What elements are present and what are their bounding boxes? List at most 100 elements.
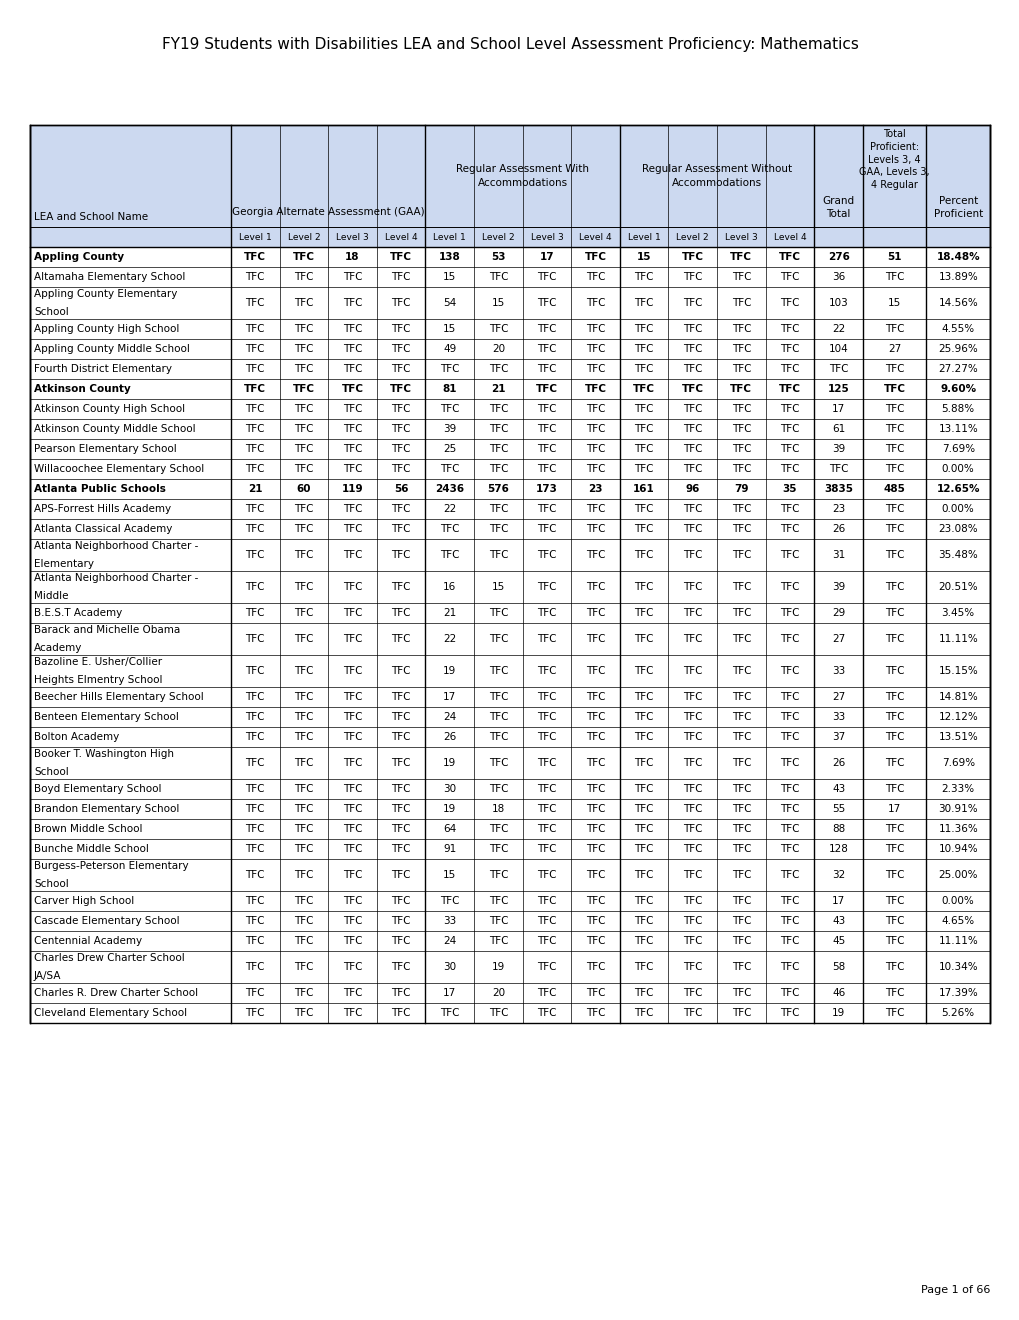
Text: TFC: TFC <box>246 733 265 742</box>
Text: TFC: TFC <box>731 404 750 414</box>
Text: Level 3: Level 3 <box>336 232 369 242</box>
Bar <box>30 399 989 418</box>
Text: Level 2: Level 2 <box>287 232 320 242</box>
Text: 30: 30 <box>442 784 455 795</box>
Text: 33: 33 <box>442 916 455 927</box>
Text: TFC: TFC <box>780 424 799 434</box>
Text: TFC: TFC <box>391 733 411 742</box>
Text: TFC: TFC <box>780 364 799 374</box>
Text: 4.55%: 4.55% <box>941 323 974 334</box>
Text: TFC: TFC <box>780 870 799 880</box>
Text: TFC: TFC <box>293 936 313 946</box>
Text: TFC: TFC <box>391 465 411 474</box>
Text: TFC: TFC <box>731 711 750 722</box>
Text: TFC: TFC <box>537 524 556 535</box>
Text: TFC: TFC <box>634 804 653 814</box>
Text: TFC: TFC <box>634 465 653 474</box>
Text: Academy: Academy <box>34 643 83 652</box>
Text: 14.81%: 14.81% <box>937 692 977 702</box>
Text: 39: 39 <box>832 582 845 591</box>
Text: TFC: TFC <box>537 272 556 282</box>
Text: 23.08%: 23.08% <box>937 524 977 535</box>
Text: 33: 33 <box>832 711 845 722</box>
Text: 39: 39 <box>442 424 455 434</box>
Text: TFC: TFC <box>246 323 265 334</box>
Text: Boyd Elementary School: Boyd Elementary School <box>34 784 161 795</box>
Text: APS-Forrest Hills Academy: APS-Forrest Hills Academy <box>34 504 171 513</box>
Text: TFC: TFC <box>683 298 702 308</box>
Text: Atlanta Neighborhood Charter -: Atlanta Neighborhood Charter - <box>34 573 198 583</box>
Text: TFC: TFC <box>537 424 556 434</box>
Text: TFC: TFC <box>780 667 799 676</box>
Text: TFC: TFC <box>884 634 904 644</box>
Bar <box>30 983 989 1003</box>
Text: 11.36%: 11.36% <box>937 824 977 834</box>
Text: TFC: TFC <box>780 524 799 535</box>
Text: Level 4: Level 4 <box>772 232 805 242</box>
Text: TFC: TFC <box>884 962 904 972</box>
Bar <box>30 603 989 623</box>
Text: TFC: TFC <box>731 692 750 702</box>
Text: TFC: TFC <box>634 582 653 591</box>
Text: TFC: TFC <box>884 404 904 414</box>
Text: TFC: TFC <box>293 524 313 535</box>
Text: 17.39%: 17.39% <box>937 987 977 998</box>
Text: 3.45%: 3.45% <box>941 609 974 618</box>
Text: TFC: TFC <box>391 667 411 676</box>
Text: TFC: TFC <box>780 896 799 906</box>
Text: TFC: TFC <box>244 252 266 261</box>
Text: Charles Drew Charter School: Charles Drew Charter School <box>34 953 184 964</box>
Text: TFC: TFC <box>780 404 799 414</box>
Text: TFC: TFC <box>246 524 265 535</box>
Text: TFC: TFC <box>537 962 556 972</box>
Bar <box>30 686 989 708</box>
Text: TFC: TFC <box>439 364 459 374</box>
Text: Pearson Elementary School: Pearson Elementary School <box>34 444 176 454</box>
Text: TFC: TFC <box>731 1008 750 1018</box>
Text: TFC: TFC <box>293 323 313 334</box>
Text: 43: 43 <box>832 916 845 927</box>
Text: TFC: TFC <box>342 424 362 434</box>
Text: TFC: TFC <box>342 609 362 618</box>
Text: 0.00%: 0.00% <box>941 465 973 474</box>
Text: TFC: TFC <box>342 1008 362 1018</box>
Text: 19: 19 <box>442 758 455 768</box>
Text: TFC: TFC <box>342 896 362 906</box>
Text: TFC: TFC <box>293 298 313 308</box>
Text: TFC: TFC <box>780 936 799 946</box>
Text: TFC: TFC <box>683 323 702 334</box>
Text: TFC: TFC <box>731 609 750 618</box>
Text: TFC: TFC <box>731 987 750 998</box>
Text: Booker T. Washington High: Booker T. Washington High <box>34 750 174 759</box>
Text: TFC: TFC <box>488 870 507 880</box>
Text: 19: 19 <box>442 804 455 814</box>
Text: TFC: TFC <box>585 667 604 676</box>
Text: TFC: TFC <box>585 936 604 946</box>
Text: 45: 45 <box>832 936 845 946</box>
Text: TFC: TFC <box>780 987 799 998</box>
Text: TFC: TFC <box>731 444 750 454</box>
Text: 103: 103 <box>827 298 848 308</box>
Text: 23: 23 <box>832 504 845 513</box>
Text: Appling County Middle School: Appling County Middle School <box>34 345 190 354</box>
Text: TFC: TFC <box>342 936 362 946</box>
Text: TFC: TFC <box>488 524 507 535</box>
Text: TFC: TFC <box>246 758 265 768</box>
Text: TFC: TFC <box>391 504 411 513</box>
Text: TFC: TFC <box>293 870 313 880</box>
Text: 33: 33 <box>832 667 845 676</box>
Text: 55: 55 <box>832 804 845 814</box>
Text: TFC: TFC <box>391 987 411 998</box>
Text: TFC: TFC <box>634 634 653 644</box>
Text: 2436: 2436 <box>435 484 464 494</box>
Text: TFC: TFC <box>246 804 265 814</box>
Bar <box>30 931 989 950</box>
Text: TFC: TFC <box>884 784 904 795</box>
Text: TFC: TFC <box>780 916 799 927</box>
Text: TFC: TFC <box>293 711 313 722</box>
Text: TFC: TFC <box>537 843 556 854</box>
Text: TFC: TFC <box>391 711 411 722</box>
Bar <box>30 799 989 818</box>
Text: TFC: TFC <box>342 524 362 535</box>
Text: TFC: TFC <box>683 843 702 854</box>
